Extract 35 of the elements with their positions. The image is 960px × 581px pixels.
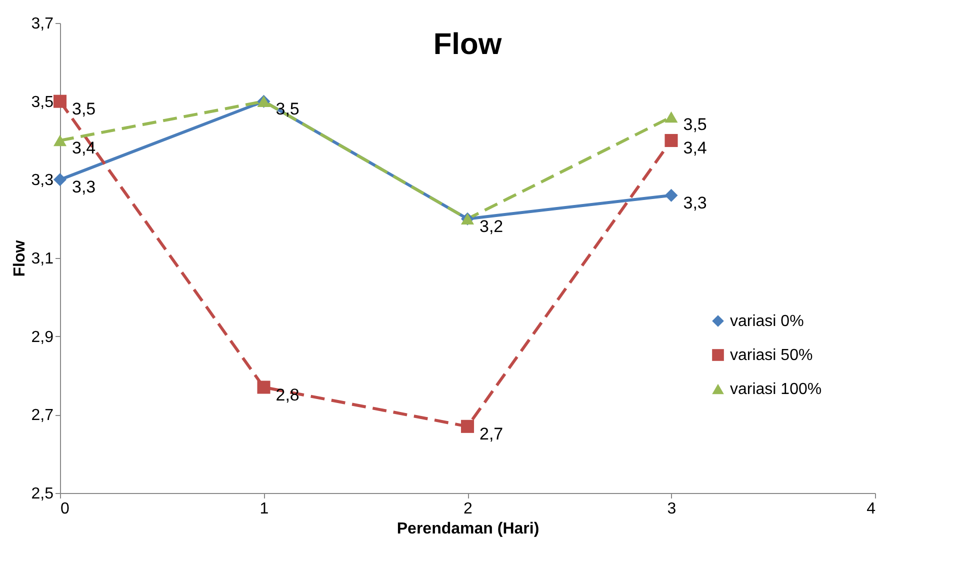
point (664, 134, 678, 148)
data-label: 2,7 (480, 424, 504, 444)
y-tick-label: 2,7 (31, 407, 54, 424)
x-tick-label: 0 (60, 500, 70, 518)
legend-label: variasi 0% (730, 313, 804, 330)
x-tick-label: 1 (260, 500, 269, 518)
data-label: 3,4 (683, 138, 707, 158)
point (664, 111, 678, 123)
legend-label: variasi 100% (730, 381, 822, 398)
data-label: 3,4 (72, 138, 96, 158)
y-tick-label: 3,3 (31, 172, 54, 190)
y-tick-label: 3,1 (31, 250, 54, 268)
point (53, 94, 67, 108)
point (257, 380, 270, 394)
data-label: 3,2 (480, 216, 504, 236)
point (53, 134, 67, 146)
y-tick-label: 3,5 (31, 94, 54, 111)
y-tick-label: 2,9 (31, 328, 54, 346)
legend-label: variasi 50% (730, 347, 813, 364)
y-tick-label: 3,7 (31, 16, 54, 32)
x-tick-label: 2 (464, 500, 473, 518)
data-label: 3,5 (276, 99, 300, 118)
point (664, 188, 678, 202)
data-label: 3,3 (683, 193, 707, 212)
x-axis-title: Perendaman (Hari) (396, 520, 540, 538)
chart-title: Flow (433, 28, 502, 61)
data-label: 3,5 (72, 99, 96, 118)
x-tick-label: 4 (866, 500, 876, 518)
point (53, 173, 67, 186)
data-label: 3,3 (72, 178, 96, 197)
y-tick-label: 2,5 (31, 486, 54, 502)
data-label: 3,5 (683, 115, 707, 134)
y-axis-title: Flow (11, 240, 28, 277)
point (460, 420, 474, 433)
x-tick-label: 3 (667, 500, 676, 518)
